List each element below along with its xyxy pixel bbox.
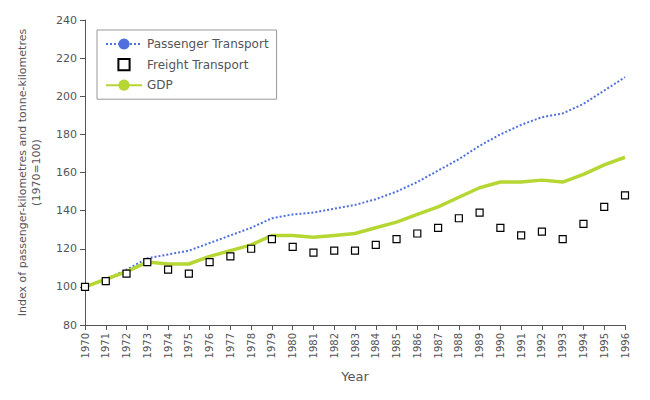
svg-text:160: 160 [56, 166, 77, 179]
svg-text:1977: 1977 [225, 333, 236, 358]
svg-text:GDP: GDP [147, 78, 173, 92]
svg-text:1971: 1971 [100, 333, 111, 358]
svg-text:140: 140 [56, 204, 77, 217]
svg-text:1973: 1973 [142, 333, 153, 358]
svg-text:1989: 1989 [474, 333, 485, 358]
svg-text:200: 200 [56, 90, 77, 103]
svg-text:1979: 1979 [266, 333, 277, 358]
svg-text:1995: 1995 [599, 333, 610, 358]
svg-text:1974: 1974 [163, 333, 174, 358]
svg-text:1985: 1985 [391, 333, 402, 358]
svg-text:Passenger Transport: Passenger Transport [147, 37, 269, 51]
svg-text:1986: 1986 [412, 333, 423, 358]
svg-text:120: 120 [56, 242, 77, 255]
svg-text:1996: 1996 [620, 333, 631, 358]
svg-text:1991: 1991 [516, 333, 527, 358]
svg-text:1978: 1978 [246, 333, 257, 358]
svg-text:1976: 1976 [204, 333, 215, 358]
svg-text:(1970=100): (1970=100) [30, 139, 43, 206]
svg-text:1984: 1984 [370, 333, 381, 358]
svg-text:1981: 1981 [308, 333, 319, 358]
svg-text:1992: 1992 [536, 333, 547, 358]
svg-text:Year: Year [340, 369, 369, 384]
svg-text:1982: 1982 [329, 333, 340, 358]
svg-text:1994: 1994 [578, 333, 589, 358]
svg-text:80: 80 [63, 319, 77, 332]
svg-text:1990: 1990 [495, 333, 506, 358]
svg-text:220: 220 [56, 52, 77, 65]
svg-text:1987: 1987 [433, 333, 444, 358]
svg-text:1975: 1975 [183, 333, 194, 358]
svg-text:1993: 1993 [557, 333, 568, 358]
svg-text:1983: 1983 [350, 333, 361, 358]
svg-text:180: 180 [56, 128, 77, 141]
svg-text:Freight Transport: Freight Transport [147, 58, 249, 72]
svg-text:100: 100 [56, 280, 77, 293]
svg-text:1972: 1972 [121, 333, 132, 358]
svg-text:240: 240 [56, 14, 77, 27]
svg-text:1988: 1988 [453, 333, 464, 358]
svg-text:Index of passenger-kilometres: Index of passenger-kilometres and tonne-… [16, 29, 29, 317]
svg-text:1970: 1970 [80, 333, 91, 358]
svg-text:1980: 1980 [287, 333, 298, 358]
